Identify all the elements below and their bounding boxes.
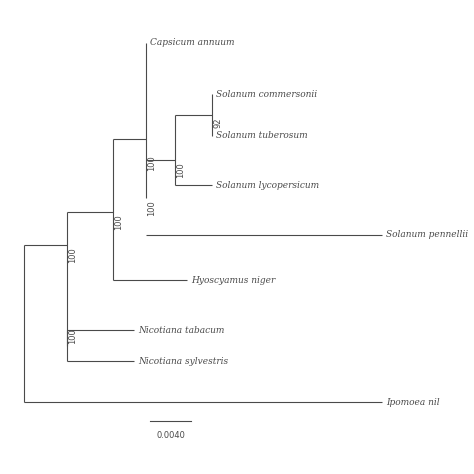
Text: Hyoscyamus niger: Hyoscyamus niger	[191, 276, 276, 285]
Text: 92: 92	[213, 117, 222, 128]
Text: Solanum pennellii: Solanum pennellii	[386, 230, 468, 239]
Text: Solanum lycopersicum: Solanum lycopersicum	[216, 181, 319, 190]
Text: 100: 100	[114, 214, 123, 230]
Text: Capsicum annuum: Capsicum annuum	[150, 38, 235, 47]
Text: 100: 100	[147, 155, 156, 171]
Text: Nicotiana tabacum: Nicotiana tabacum	[138, 326, 224, 335]
Text: 0.0040: 0.0040	[156, 431, 185, 440]
Text: 100: 100	[68, 328, 77, 344]
Text: 100: 100	[147, 200, 156, 216]
Text: Ipomoea nil: Ipomoea nil	[386, 398, 439, 407]
Text: Solanum tuberosum: Solanum tuberosum	[216, 131, 308, 140]
Text: Nicotiana sylvestris: Nicotiana sylvestris	[138, 356, 228, 365]
Text: 100: 100	[68, 247, 77, 263]
Text: Solanum commersonii: Solanum commersonii	[216, 90, 318, 99]
Text: 100: 100	[176, 163, 185, 178]
